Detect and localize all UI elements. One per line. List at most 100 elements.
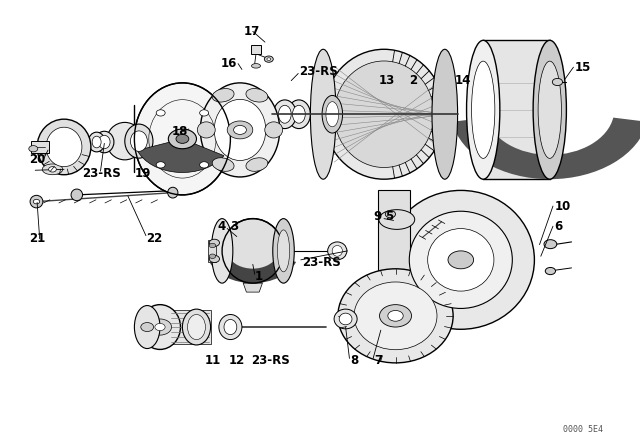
Circle shape — [209, 254, 216, 258]
Circle shape — [141, 323, 154, 332]
Circle shape — [200, 162, 209, 168]
Ellipse shape — [140, 305, 180, 349]
Ellipse shape — [211, 219, 233, 283]
Text: 19: 19 — [134, 167, 151, 181]
Ellipse shape — [200, 83, 280, 177]
Circle shape — [168, 129, 196, 149]
Circle shape — [155, 323, 165, 331]
Ellipse shape — [323, 49, 445, 179]
Circle shape — [234, 125, 246, 134]
Text: 12: 12 — [229, 354, 245, 367]
Bar — [378, 190, 410, 329]
Text: 1: 1 — [255, 270, 263, 284]
Ellipse shape — [538, 61, 561, 158]
Ellipse shape — [134, 83, 230, 195]
Circle shape — [385, 211, 396, 218]
Text: 3: 3 — [230, 220, 239, 233]
Circle shape — [209, 243, 216, 248]
Circle shape — [545, 267, 556, 275]
Ellipse shape — [339, 313, 352, 325]
Circle shape — [156, 162, 165, 168]
Ellipse shape — [387, 190, 534, 329]
Wedge shape — [138, 139, 224, 172]
Text: 23-RS: 23-RS — [252, 354, 291, 367]
Text: 2: 2 — [410, 74, 418, 87]
Circle shape — [552, 78, 563, 86]
Ellipse shape — [273, 219, 294, 283]
Circle shape — [209, 239, 220, 246]
Ellipse shape — [134, 306, 160, 349]
Circle shape — [209, 255, 220, 263]
Text: 13: 13 — [379, 74, 395, 87]
Ellipse shape — [467, 40, 500, 179]
Ellipse shape — [131, 131, 147, 151]
Circle shape — [49, 167, 56, 172]
Ellipse shape — [428, 228, 494, 291]
Circle shape — [148, 319, 172, 335]
Text: 7: 7 — [374, 354, 383, 367]
Ellipse shape — [95, 131, 114, 153]
Ellipse shape — [432, 49, 458, 179]
Ellipse shape — [182, 309, 211, 345]
Bar — [208, 240, 216, 262]
Ellipse shape — [212, 158, 234, 171]
Bar — [251, 45, 261, 54]
Ellipse shape — [168, 187, 178, 198]
Ellipse shape — [310, 49, 336, 179]
Ellipse shape — [222, 219, 284, 283]
Ellipse shape — [332, 246, 342, 256]
Text: 11: 11 — [205, 354, 221, 367]
Bar — [170, 310, 211, 344]
Wedge shape — [209, 257, 296, 283]
Text: 23-RS: 23-RS — [300, 65, 339, 78]
Ellipse shape — [277, 230, 290, 272]
Text: 15: 15 — [575, 60, 591, 74]
Circle shape — [380, 305, 412, 327]
Ellipse shape — [354, 282, 437, 350]
Text: 9: 9 — [373, 210, 381, 223]
Ellipse shape — [125, 124, 153, 158]
Ellipse shape — [292, 105, 305, 123]
Ellipse shape — [224, 319, 237, 335]
Text: 5: 5 — [385, 210, 394, 223]
Ellipse shape — [212, 89, 234, 102]
Circle shape — [176, 134, 189, 143]
Circle shape — [156, 110, 165, 116]
Text: 0000 5E4: 0000 5E4 — [563, 425, 604, 434]
Ellipse shape — [88, 132, 105, 152]
Ellipse shape — [252, 64, 260, 68]
Circle shape — [33, 199, 40, 204]
Ellipse shape — [106, 122, 143, 160]
Circle shape — [544, 240, 557, 249]
Circle shape — [388, 310, 403, 321]
Bar — [31, 141, 49, 153]
Ellipse shape — [214, 99, 266, 160]
Text: 21: 21 — [29, 232, 45, 246]
Ellipse shape — [287, 100, 310, 129]
Circle shape — [448, 251, 474, 269]
Polygon shape — [243, 283, 262, 292]
Ellipse shape — [99, 135, 110, 149]
Circle shape — [227, 121, 253, 139]
Text: 17: 17 — [243, 25, 259, 38]
Text: 6: 6 — [554, 220, 563, 233]
Ellipse shape — [42, 164, 63, 175]
Ellipse shape — [379, 210, 415, 229]
Circle shape — [267, 58, 271, 60]
Ellipse shape — [71, 189, 83, 201]
Ellipse shape — [326, 102, 339, 127]
Ellipse shape — [410, 211, 512, 308]
Text: 20: 20 — [29, 152, 45, 166]
Ellipse shape — [92, 136, 101, 148]
Ellipse shape — [188, 314, 205, 340]
Ellipse shape — [246, 158, 268, 171]
Text: 4: 4 — [217, 220, 225, 233]
Text: 14: 14 — [454, 74, 471, 87]
Ellipse shape — [334, 61, 434, 168]
Ellipse shape — [334, 309, 357, 329]
Circle shape — [29, 146, 38, 152]
Text: 10: 10 — [554, 199, 570, 213]
Ellipse shape — [533, 40, 566, 179]
Circle shape — [200, 110, 209, 116]
Bar — [483, 40, 550, 179]
